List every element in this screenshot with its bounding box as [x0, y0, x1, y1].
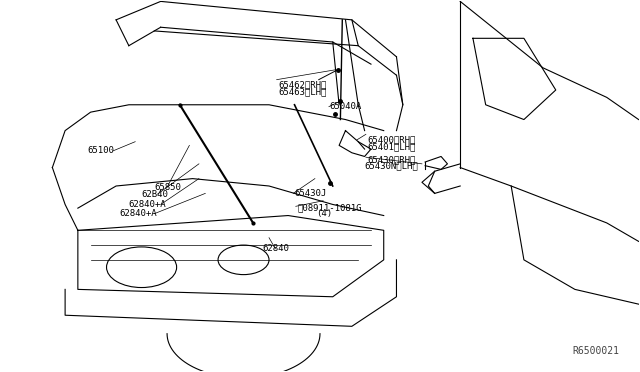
- Text: 65850: 65850: [154, 183, 181, 192]
- Text: 65040A: 65040A: [330, 102, 362, 111]
- Text: 65100: 65100: [88, 147, 115, 155]
- Text: 62B40: 62B40: [141, 190, 168, 199]
- Text: (4): (4): [316, 209, 332, 218]
- Text: 62840: 62840: [262, 244, 289, 253]
- Text: 65463〈LH〉: 65463〈LH〉: [278, 87, 327, 96]
- Text: 65430N〈LH〉: 65430N〈LH〉: [365, 161, 419, 170]
- Text: 65430〈RH〉: 65430〈RH〉: [368, 155, 416, 164]
- Text: 65401〈LH〉: 65401〈LH〉: [368, 142, 416, 151]
- Text: 62840+A: 62840+A: [129, 200, 166, 209]
- Text: 65430J: 65430J: [294, 189, 327, 198]
- Text: 65462〈RH〉: 65462〈RH〉: [278, 80, 327, 89]
- Text: 65400〈RH〉: 65400〈RH〉: [368, 135, 416, 144]
- Text: R6500021: R6500021: [573, 346, 620, 356]
- Text: 62840+A: 62840+A: [119, 209, 157, 218]
- Text: ⓝ08911-1081G: ⓝ08911-1081G: [298, 203, 362, 212]
